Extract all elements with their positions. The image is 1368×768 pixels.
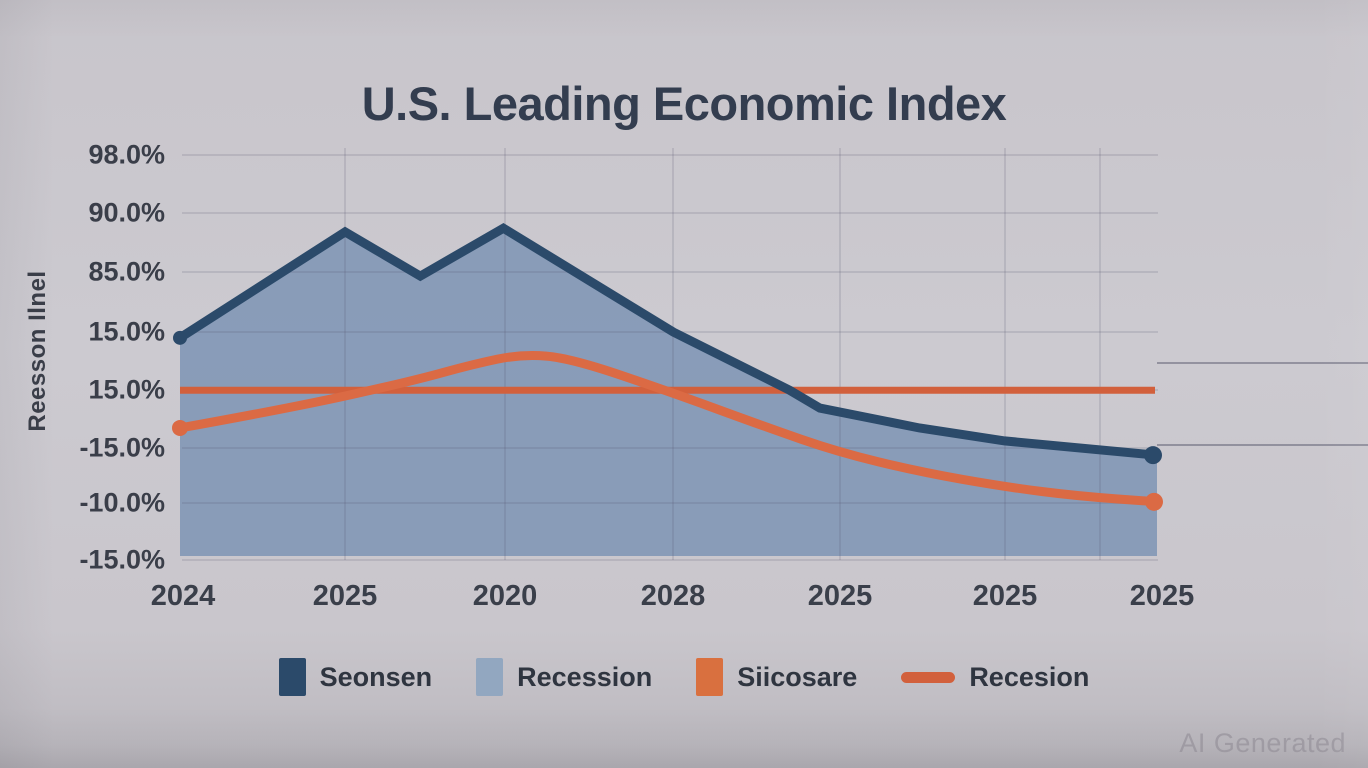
x-tick-label: 2025 (807, 580, 873, 612)
ai-generated-watermark: AI Generated (1179, 728, 1346, 758)
y-tick-label: 98.0% (88, 139, 165, 170)
y-tick-label: 85.0% (88, 256, 165, 287)
x-tick-label: 2025 (972, 580, 1038, 612)
y-tick-label: -15.0% (79, 544, 165, 575)
chart-title: U.S. Leading Economic Index (361, 77, 1007, 130)
seonsen-start-dot (173, 330, 187, 345)
legend: Seonsen Recession Siicosare Recesion (0, 650, 1368, 704)
legend-label: Siicosare (737, 661, 858, 692)
y-tick-label: -15.0% (79, 432, 165, 463)
legend-item-recession: Recession (476, 658, 652, 696)
legend-item-recesion: Recesion (901, 662, 1089, 693)
siicosare-curve (175, 351, 1162, 507)
legend-line-swatch (901, 671, 956, 683)
legend-item-seonsen: Seonsen (278, 658, 433, 696)
siicosare-end-dot (1145, 492, 1163, 511)
legend-item-siicosare: Siicosare (696, 658, 857, 696)
legend-square-swatch (696, 658, 724, 696)
y-tick-label: 15.0% (88, 374, 165, 405)
legend-square-swatch (476, 658, 504, 696)
legend-label: Recession (517, 661, 653, 692)
x-tick-label: 2025 (312, 580, 378, 612)
x-tick-label: 2020 (472, 580, 538, 612)
seonsen-end-dot (1144, 446, 1162, 465)
siicosare-start-dot (172, 419, 188, 436)
y-tick-label: -10.0% (79, 487, 165, 518)
legend-square-swatch (278, 658, 306, 696)
x-tick-label: 2025 (1129, 580, 1195, 612)
x-tick-label: 2028 (640, 580, 706, 612)
x-tick-label: 2024 (150, 580, 216, 612)
legend-label: Seonsen (319, 661, 433, 692)
y-tick-label: 90.0% (88, 197, 165, 228)
legend-label: Recesion (969, 661, 1090, 692)
y-tick-label: 15.0% (88, 316, 165, 347)
seonsen-line (175, 222, 1162, 460)
